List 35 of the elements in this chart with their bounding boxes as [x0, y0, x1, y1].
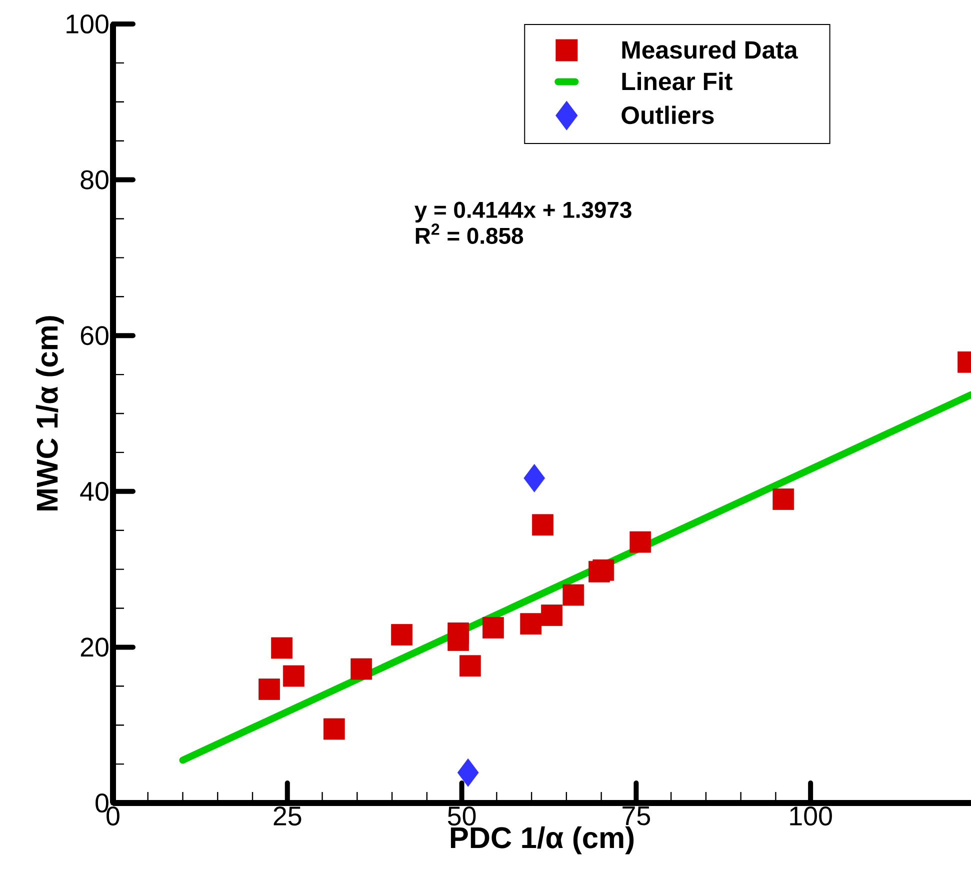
point — [391, 624, 412, 646]
point — [271, 637, 293, 659]
point — [592, 559, 614, 581]
x-tick-label: 75 — [622, 806, 650, 826]
x-tick-label: 50 — [448, 806, 476, 826]
y-tick-label: 40 — [80, 482, 108, 501]
point — [258, 678, 280, 700]
legend-label: Measured Data — [622, 40, 798, 59]
point — [630, 531, 652, 553]
point — [282, 665, 304, 687]
x-tick-label: 25 — [274, 806, 302, 826]
point — [520, 613, 542, 635]
y-tick-label: 60 — [80, 326, 108, 346]
point — [323, 718, 345, 740]
y-tick-label: 0 — [96, 793, 108, 813]
point — [459, 655, 481, 677]
y-tick-label: 20 — [80, 638, 108, 657]
point — [532, 514, 554, 536]
annotation: R$^{2}$ = 0.858 — [416, 224, 524, 244]
point — [524, 464, 546, 492]
y-tick-label: 80 — [80, 170, 108, 190]
annotation: y = 0.4144x + 1.3973 — [414, 202, 632, 223]
point — [350, 658, 372, 680]
point — [448, 629, 469, 651]
point — [562, 584, 584, 606]
point — [541, 604, 562, 626]
x-tick-label: 100 — [790, 806, 832, 826]
legend-label: Outliers — [622, 106, 714, 124]
point — [772, 488, 794, 510]
x-axis-title: PDC 1/α (cm) — [450, 826, 634, 854]
y-tick-label: 100 — [66, 14, 108, 34]
point — [457, 758, 479, 787]
y-axis-title: MWC 1/α (cm) — [36, 316, 64, 510]
legend-label: Linear Fit — [622, 72, 732, 90]
point — [482, 617, 504, 638]
